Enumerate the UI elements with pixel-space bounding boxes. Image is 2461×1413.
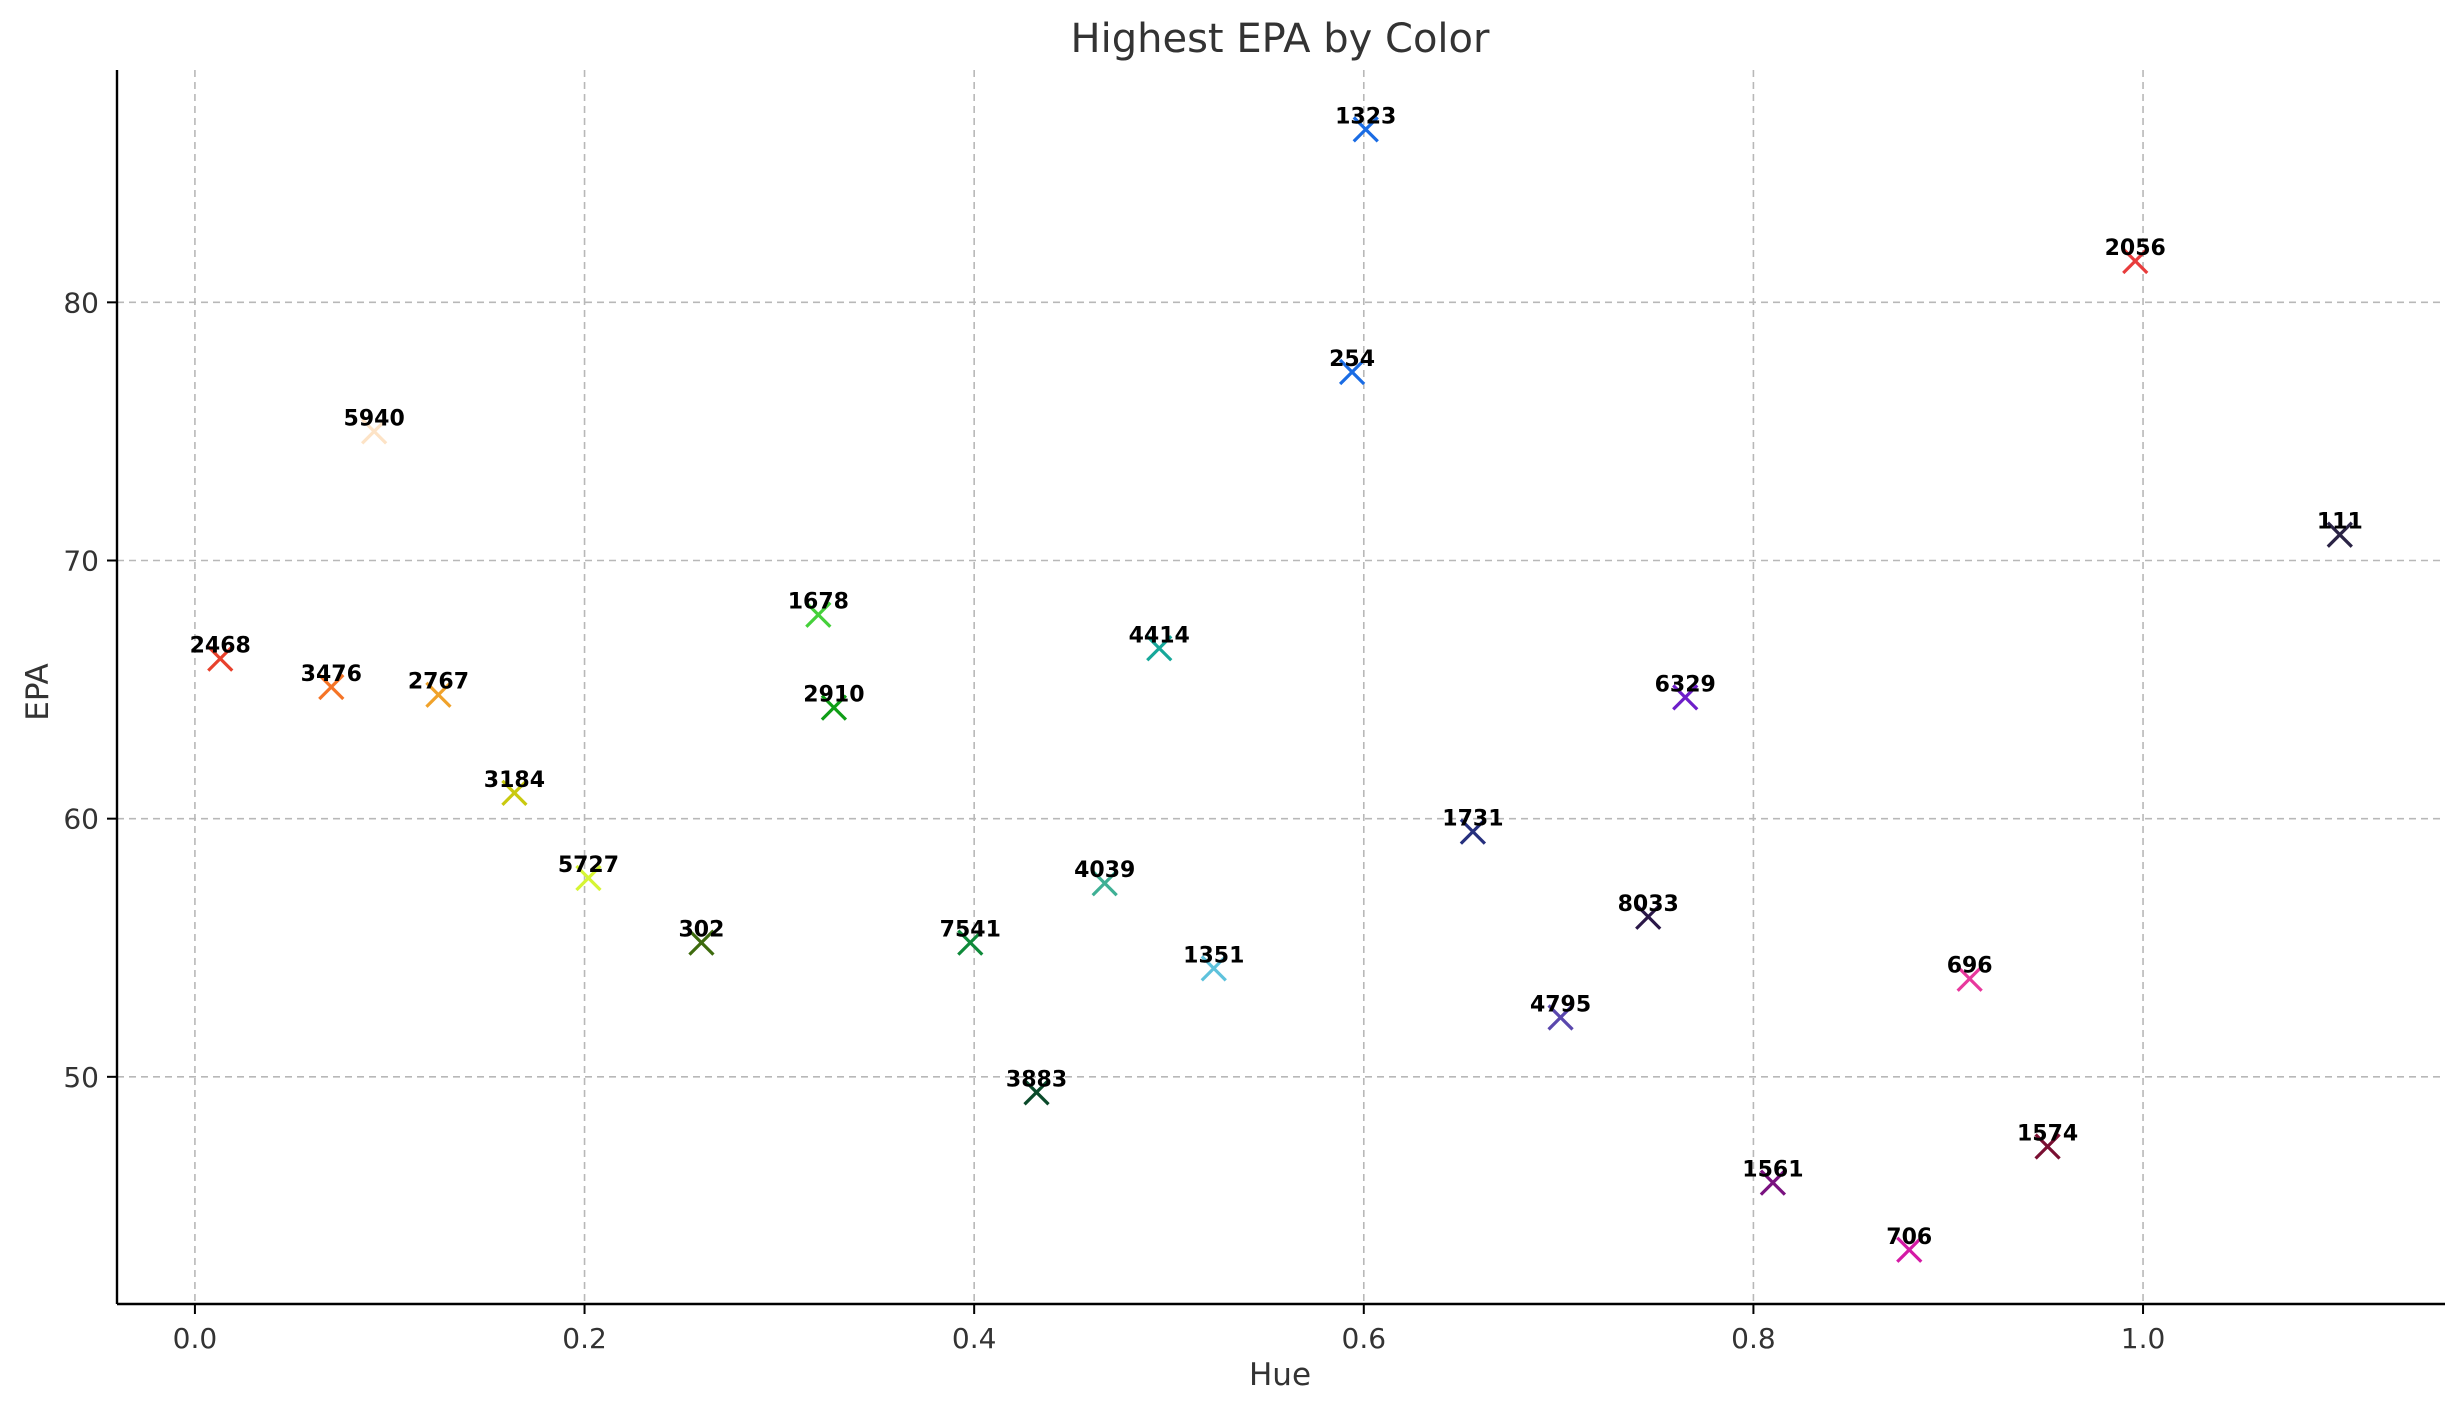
point-marker-stroke xyxy=(688,929,715,956)
axes-layer: 0.0 0.2 0.4 0.6 0.8 1.0 50 60 70 80 xyxy=(63,70,2445,1355)
data-point: 4414 xyxy=(1129,623,1190,662)
y-tick-label: 70 xyxy=(63,545,99,578)
point-marker-stroke xyxy=(1200,955,1227,982)
data-point: 1678 xyxy=(788,590,849,628)
data-point: 3476 xyxy=(301,662,362,701)
point-label: 4414 xyxy=(1129,623,1190,648)
x-tick-label: 1.0 xyxy=(2121,1322,2166,1355)
point-label: 5940 xyxy=(344,406,405,431)
point-label: 3883 xyxy=(1006,1067,1067,1092)
data-point: 3883 xyxy=(1006,1067,1067,1106)
data-point: 1574 xyxy=(2017,1122,2078,1160)
grid-layer xyxy=(117,70,2445,1304)
y-tick-label: 80 xyxy=(63,286,99,319)
point-label: 111 xyxy=(2317,510,2363,535)
data-point: 4795 xyxy=(1530,992,1591,1031)
x-tick-label: 0.8 xyxy=(1731,1322,1776,1355)
point-label: 3184 xyxy=(484,768,545,793)
point-label: 1731 xyxy=(1442,807,1503,832)
point-label: 7541 xyxy=(940,918,1001,943)
point-marker-stroke xyxy=(820,694,848,721)
point-label: 2767 xyxy=(408,670,469,695)
data-point: 1323 xyxy=(1335,104,1396,143)
data-point: 2767 xyxy=(408,670,469,708)
point-marker-stroke xyxy=(1547,1004,1574,1031)
data-point: 4039 xyxy=(1074,858,1135,897)
data-point: 8033 xyxy=(1618,892,1679,930)
data-point: 111 xyxy=(2317,510,2363,548)
point-marker-stroke xyxy=(805,601,832,628)
y-tick-label: 50 xyxy=(63,1061,99,1094)
data-point: 302 xyxy=(678,918,724,956)
point-marker-stroke xyxy=(1635,903,1662,930)
point-label: 706 xyxy=(1886,1225,1932,1250)
data-point: 3184 xyxy=(484,768,545,806)
point-label: 4039 xyxy=(1074,858,1135,883)
point-marker-stroke xyxy=(2326,521,2353,548)
point-label: 2910 xyxy=(803,683,864,708)
points-layer: 2468 3476 5940 2767 3184 5727 302 1678 2910 7541 3… xyxy=(190,104,2363,1263)
y-tick-label: 60 xyxy=(63,803,99,836)
point-marker-stroke xyxy=(1956,965,1983,992)
point-marker-stroke xyxy=(1896,1236,1923,1263)
point-marker-stroke xyxy=(2122,247,2149,275)
data-point: 6329 xyxy=(1655,672,1716,711)
data-point: 706 xyxy=(1886,1225,1932,1263)
chart-title: Highest EPA by Color xyxy=(1071,16,1490,62)
point-marker-stroke xyxy=(501,779,528,806)
point-label: 254 xyxy=(1329,347,1375,372)
point-marker-stroke xyxy=(575,864,602,892)
data-point: 1351 xyxy=(1183,943,1244,982)
x-tick-label: 0.4 xyxy=(952,1322,997,1355)
point-label: 302 xyxy=(678,918,724,943)
point-label: 1323 xyxy=(1335,104,1396,129)
x-tick-label: 0.6 xyxy=(1342,1322,1387,1355)
point-label: 6329 xyxy=(1655,672,1716,697)
point-marker-stroke xyxy=(207,645,234,672)
point-label: 1561 xyxy=(1742,1158,1803,1183)
data-point: 696 xyxy=(1947,954,1993,992)
point-marker-stroke xyxy=(425,681,452,708)
data-point: 2056 xyxy=(2105,236,2166,275)
point-marker-stroke xyxy=(361,418,388,445)
point-marker-stroke xyxy=(1091,870,1118,897)
point-marker-stroke xyxy=(1338,358,1366,386)
point-marker-stroke xyxy=(1759,1169,1787,1196)
point-marker-stroke xyxy=(1459,818,1487,845)
data-point: 5940 xyxy=(344,406,405,445)
y-axis-label: EPA xyxy=(20,663,56,721)
x-tick-label: 0.0 xyxy=(173,1322,218,1355)
data-point: 2910 xyxy=(803,683,865,721)
point-marker-stroke xyxy=(1352,116,1379,143)
point-label: 5727 xyxy=(558,853,619,878)
data-point: 5727 xyxy=(558,853,619,892)
point-marker-stroke xyxy=(1672,684,1699,711)
data-point: 254 xyxy=(1329,347,1375,386)
data-point: 2468 xyxy=(190,634,251,672)
point-label: 3476 xyxy=(301,662,362,687)
point-label: 1574 xyxy=(2017,1122,2078,1147)
data-point: 1731 xyxy=(1442,807,1504,845)
point-marker-stroke xyxy=(2034,1133,2061,1160)
point-marker-stroke xyxy=(957,929,984,956)
point-label: 4795 xyxy=(1530,992,1591,1017)
point-label: 2468 xyxy=(190,634,251,659)
data-point: 1561 xyxy=(1742,1158,1804,1196)
point-marker-stroke xyxy=(1146,635,1173,662)
point-marker-stroke xyxy=(318,673,345,701)
point-label: 696 xyxy=(1947,954,1993,979)
point-label: 1351 xyxy=(1183,943,1244,968)
point-label: 8033 xyxy=(1618,892,1679,917)
data-point: 7541 xyxy=(940,918,1001,956)
point-marker-stroke xyxy=(1023,1079,1050,1106)
x-axis-label: Hue xyxy=(1249,1357,1311,1393)
point-label: 1678 xyxy=(788,590,849,615)
x-tick-label: 0.2 xyxy=(562,1322,607,1355)
point-label: 2056 xyxy=(2105,236,2166,261)
